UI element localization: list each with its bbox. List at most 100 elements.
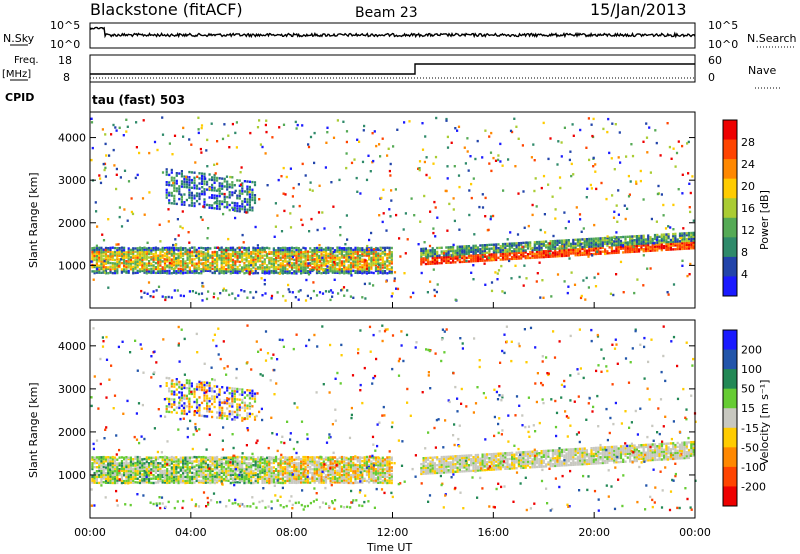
data-cell [159, 477, 162, 480]
data-cell [368, 271, 371, 274]
data-cell [513, 251, 516, 255]
data-cell [132, 469, 135, 473]
data-cell [182, 464, 185, 467]
data-cell [148, 464, 151, 467]
data-cell [338, 256, 341, 259]
data-cell [172, 460, 176, 463]
data-cell [163, 458, 167, 461]
data-cell [588, 158, 591, 162]
data-cell [100, 246, 103, 250]
data-cell [313, 475, 316, 478]
data-cell [229, 481, 232, 485]
data-cell [290, 457, 294, 461]
data-cell [275, 457, 278, 461]
data-cell [150, 477, 153, 480]
data-cell [275, 270, 278, 273]
data-cell [204, 248, 207, 252]
data-cell [200, 475, 203, 478]
data-cell [472, 246, 475, 249]
data-cell [604, 238, 607, 242]
data-cell [336, 270, 339, 273]
data-cell [368, 258, 371, 261]
data-cell [211, 462, 214, 465]
data-cell [159, 465, 162, 468]
power-colorbar-tick: 4 [741, 268, 748, 281]
data-cell [579, 249, 582, 253]
data-cell [200, 481, 203, 484]
data-cell [100, 256, 103, 260]
data-cell [272, 471, 275, 474]
data-cell [234, 254, 237, 257]
data-cell [309, 468, 312, 471]
data-cell [208, 173, 211, 176]
data-cell [356, 252, 359, 256]
data-cell [424, 247, 427, 250]
data-cell [660, 237, 663, 240]
data-cell [676, 242, 679, 245]
data-cell [456, 255, 459, 258]
data-cell [349, 258, 353, 261]
data-cell [484, 129, 487, 132]
data-cell [488, 251, 491, 254]
data-cell [157, 481, 160, 484]
data-cell [175, 182, 178, 185]
data-cell [435, 116, 438, 120]
data-cell [367, 248, 371, 251]
data-cell [442, 259, 446, 263]
data-cell [651, 239, 654, 243]
data-cell [343, 262, 346, 265]
data-cell [118, 254, 121, 257]
data-cell [313, 252, 316, 255]
data-cell [466, 137, 469, 140]
data-cell [331, 265, 334, 268]
data-cell [545, 246, 548, 249]
data-cell [231, 473, 235, 477]
data-cell [236, 477, 239, 480]
data-cell [152, 254, 155, 258]
data-cell [123, 465, 126, 468]
data-cell [565, 243, 568, 246]
data-cell [272, 461, 275, 465]
data-cell [513, 257, 516, 260]
data-cell [497, 247, 500, 250]
data-cell [165, 196, 168, 199]
data-cell [102, 258, 105, 261]
data-cell [93, 460, 96, 463]
data-cell [639, 179, 642, 183]
data-cell [615, 247, 618, 251]
data-cell [318, 463, 321, 467]
data-cell [263, 268, 266, 271]
data-cell [234, 271, 237, 274]
data-cell [359, 259, 362, 263]
data-cell [279, 477, 282, 481]
data-cell [515, 255, 518, 258]
data-cell [243, 477, 246, 480]
data-cell [113, 267, 117, 271]
data-cell [132, 460, 135, 463]
data-cell [245, 254, 248, 257]
data-cell [320, 481, 323, 484]
data-cell [247, 268, 250, 271]
data-cell [640, 246, 643, 249]
data-cell [386, 266, 389, 269]
data-cell [168, 479, 171, 483]
data-cell [261, 266, 264, 269]
data-cell [125, 479, 128, 483]
data-cell [368, 252, 371, 256]
data-cell [220, 252, 223, 255]
data-cell [221, 182, 224, 185]
data-cell [203, 180, 206, 183]
data-cell [629, 235, 632, 238]
data-cell [542, 240, 545, 243]
data-cell [123, 471, 126, 474]
data-cell [168, 142, 171, 145]
data-cell [692, 235, 695, 238]
data-cell [340, 475, 343, 479]
data-cell [234, 477, 237, 481]
data-cell [608, 240, 611, 243]
data-cell [227, 469, 230, 472]
data-cell [463, 254, 466, 258]
data-cell [286, 473, 289, 476]
data-cell [152, 463, 155, 466]
data-cell [148, 151, 151, 155]
